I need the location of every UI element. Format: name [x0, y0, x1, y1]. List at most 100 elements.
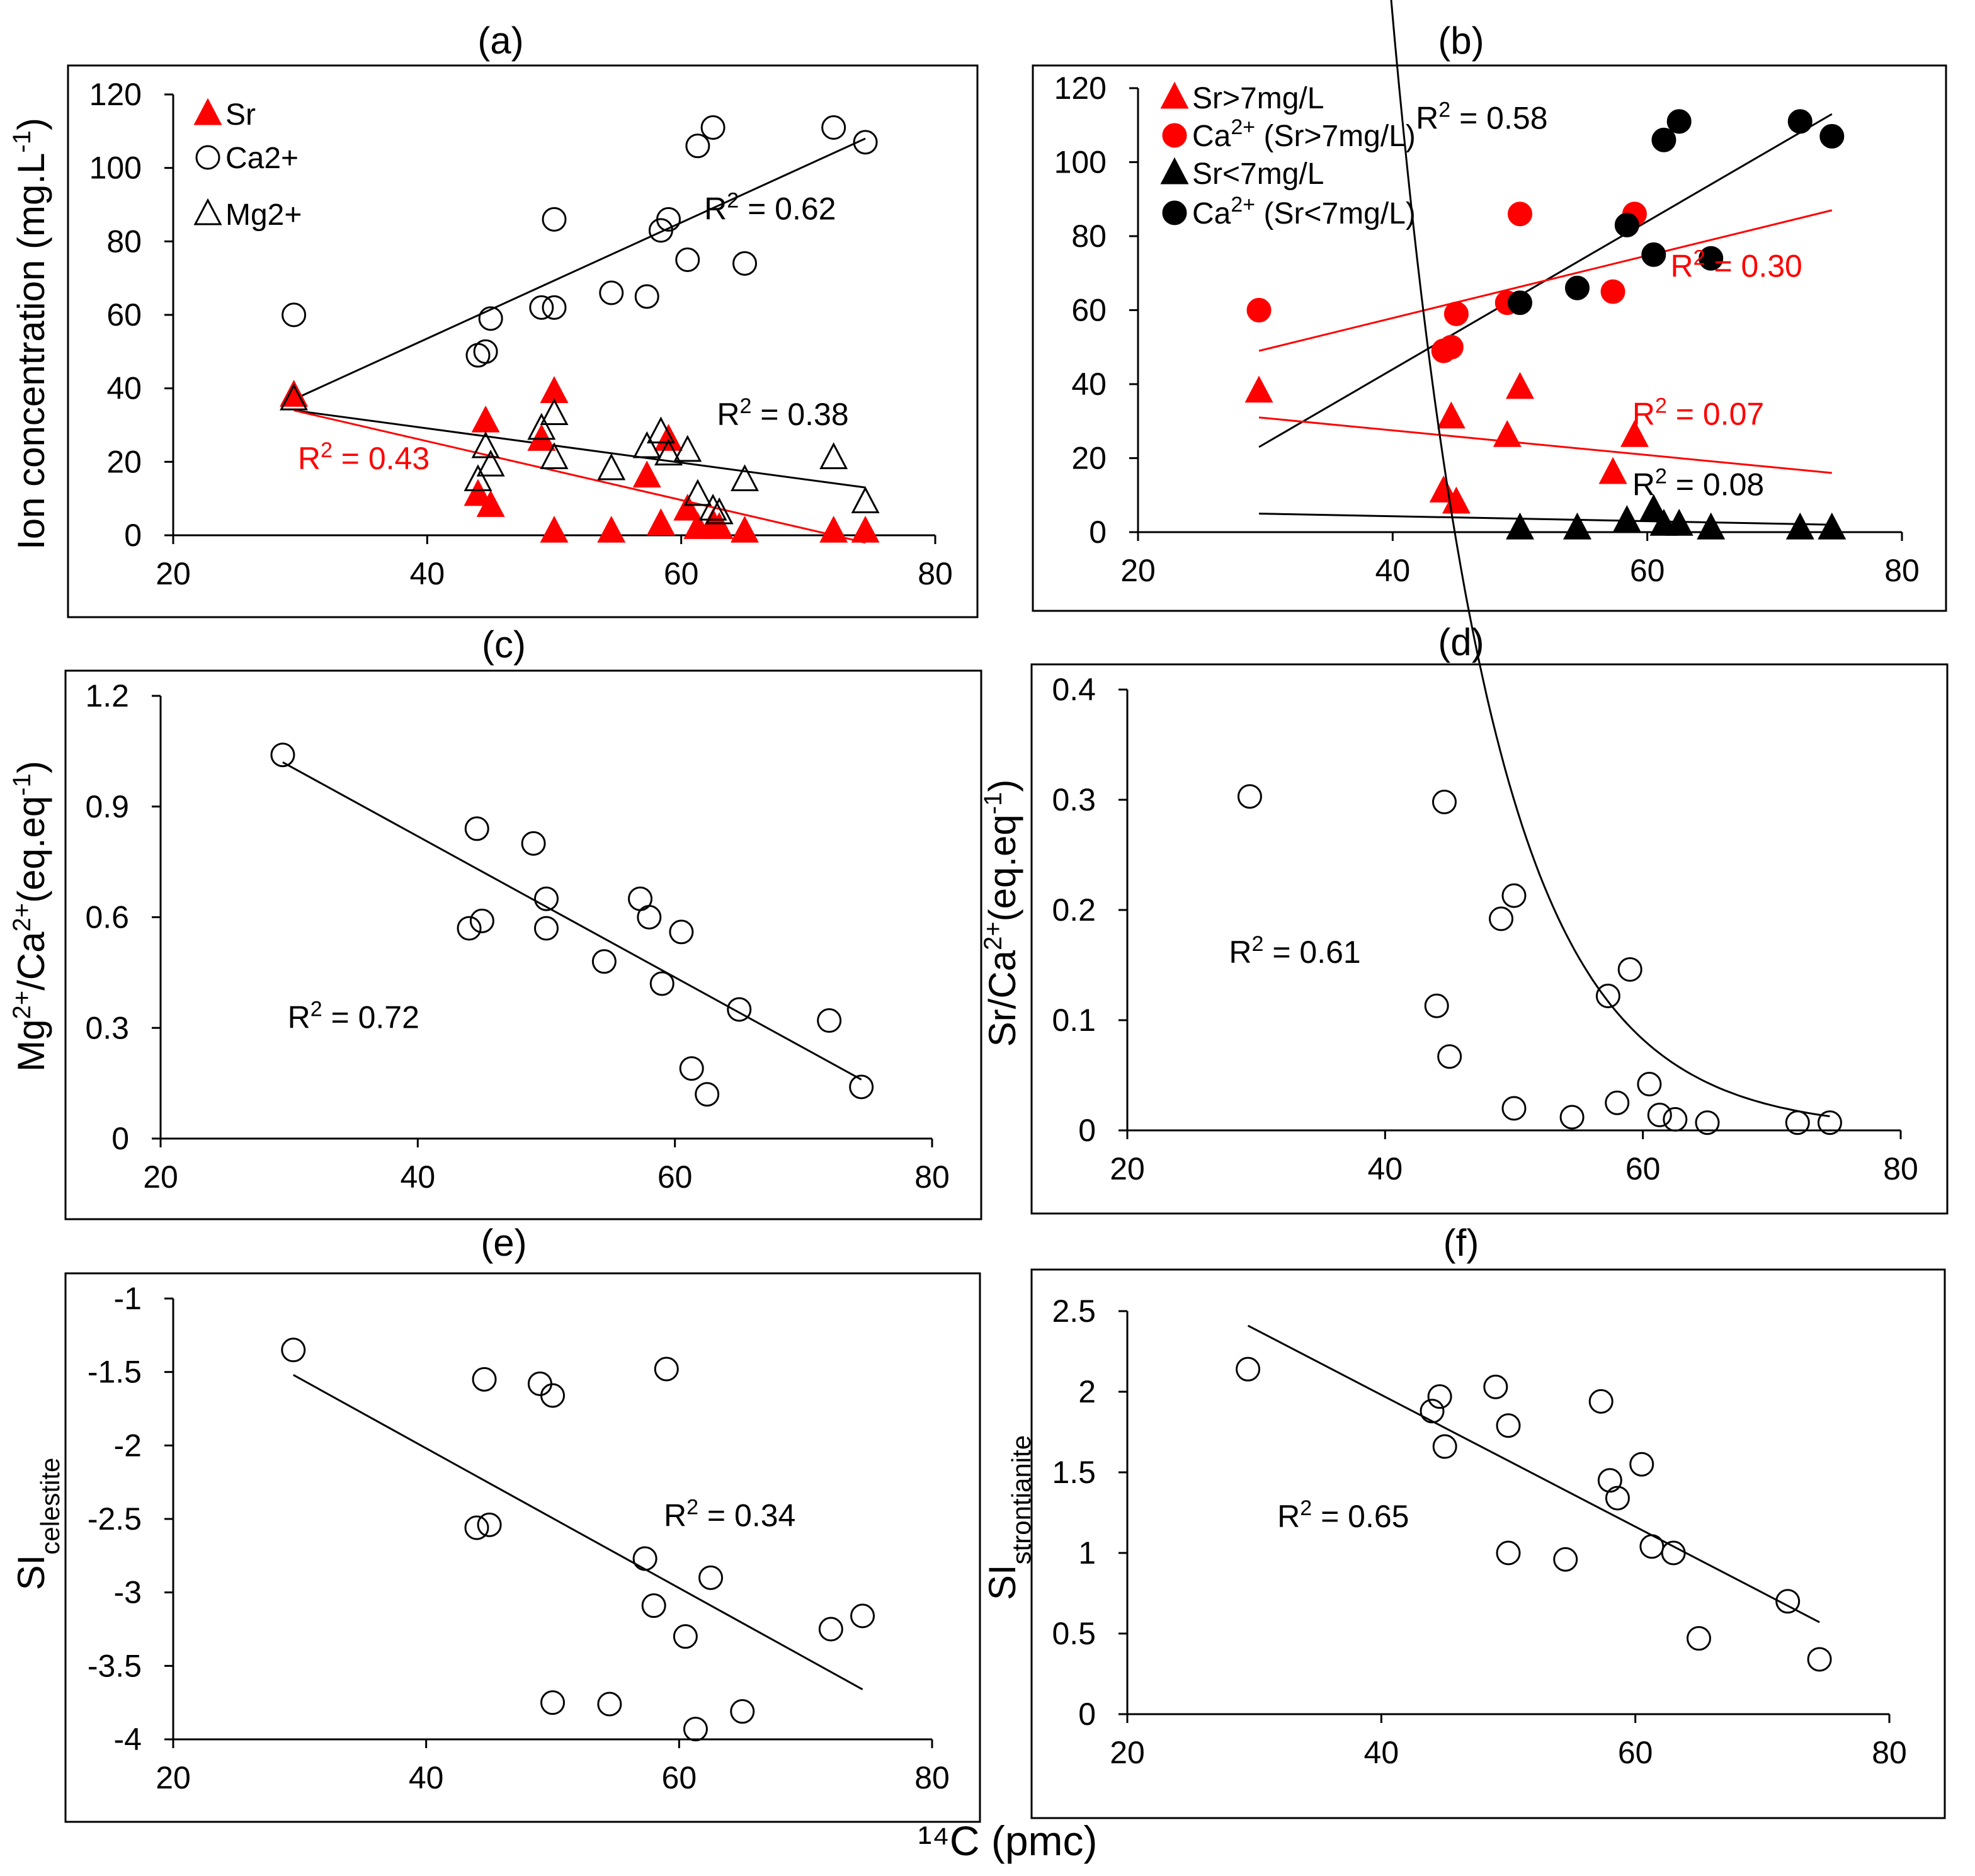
y-tick-label: 1.5: [1052, 1455, 1096, 1490]
data-point: [632, 460, 661, 488]
data-point: [1617, 957, 1642, 982]
x-tick-label: 80: [1872, 1735, 1907, 1770]
y-tick-label: -3: [114, 1575, 142, 1610]
data-point: [1807, 1647, 1832, 1672]
legend-marker: [1160, 157, 1189, 185]
data-point: [1600, 279, 1625, 304]
x-tick-label: 80: [1884, 553, 1920, 588]
y-axis-label: SIstrontianite: [981, 1435, 1036, 1600]
data-point: [853, 130, 878, 155]
y-tick-label: -1.5: [88, 1355, 142, 1390]
panel-title: (e): [481, 1222, 526, 1264]
data-point: [1437, 401, 1466, 429]
data-point: [540, 442, 569, 469]
data-point: [1597, 1468, 1622, 1493]
series-ca2-: [282, 115, 878, 368]
data-point: [1629, 1452, 1654, 1477]
data-point: [464, 464, 492, 491]
panel-frame: [1030, 663, 1949, 1215]
data-point: [534, 886, 559, 911]
x-tick-label: 20: [156, 1760, 191, 1795]
r-squared-label: R2 = 0.43: [298, 438, 430, 476]
data-point: [464, 1515, 489, 1540]
data-point: [1663, 1107, 1688, 1132]
y-tick-label: 120: [89, 77, 142, 112]
y-tick-label: 0: [1089, 514, 1107, 550]
panel-title: (f): [1443, 1222, 1479, 1264]
data-point: [1559, 1105, 1585, 1130]
legend-marker: [193, 98, 222, 125]
y-tick-label: 80: [1071, 219, 1107, 254]
data-point: [819, 515, 848, 543]
data-point: [282, 302, 307, 327]
data-point: [1506, 512, 1534, 540]
data-point: [1612, 505, 1641, 532]
y-tick-label: -1: [114, 1281, 142, 1316]
x-tick-label: 80: [918, 556, 953, 591]
x-tick-label: 60: [657, 1159, 693, 1195]
data-point: [698, 493, 727, 521]
data-point: [1432, 1434, 1457, 1459]
data-point: [1501, 1096, 1527, 1121]
legend-marker: [193, 198, 222, 225]
y-tick-label: 20: [1071, 441, 1107, 476]
data-point: [599, 280, 624, 305]
data-point: [632, 1546, 657, 1571]
y-tick-label: 0.3: [85, 1010, 129, 1045]
panel-f: (f) 20 40 60 80 0 0.5 1 1.5 2 2.5 SIstrontianite R2 …: [981, 1222, 1946, 1819]
data-point: [1438, 334, 1464, 360]
data-point: [540, 515, 569, 543]
panel-title: (b): [1438, 20, 1484, 62]
x-tick-label: 40: [401, 1159, 436, 1195]
data-point: [654, 424, 683, 451]
x-tick-label: 80: [1883, 1151, 1918, 1186]
data-point: [1431, 790, 1457, 814]
data-point: [1427, 1384, 1452, 1409]
trendline: [1259, 513, 1832, 526]
data-point: [1785, 512, 1814, 540]
series-data: [1236, 1356, 1832, 1672]
y-tick-label: 0: [124, 518, 142, 553]
data-point: [849, 1074, 874, 1100]
data-point: [673, 435, 702, 462]
data-point: [1598, 457, 1627, 484]
trendline: [293, 137, 866, 401]
data-point: [850, 1603, 875, 1629]
x-tick-label: 20: [1120, 553, 1156, 588]
trendline: [293, 1374, 863, 1690]
legend-label: Ca2+ (Sr>7mg/L): [1192, 115, 1416, 153]
data-point: [727, 997, 752, 1022]
trendline: [1247, 1324, 1820, 1623]
y-tick-label: 40: [106, 371, 142, 406]
data-point: [1647, 1103, 1672, 1127]
x-tick-label: 80: [914, 1760, 950, 1795]
y-tick-label: 0.4: [1052, 672, 1096, 707]
data-point: [1819, 123, 1845, 149]
data-point: [641, 1593, 666, 1618]
data-point: [819, 442, 848, 469]
data-point: [1605, 1486, 1630, 1511]
y-tick-label: 60: [1071, 293, 1107, 328]
y-tick-label: 2: [1078, 1374, 1096, 1409]
data-point: [1506, 372, 1534, 399]
panel-d: (d) 20 40 60 80 0 0.1 0.2 0.3 0.4 Sr/Ca2+(eq.eq-1)…: [979, 0, 1949, 1215]
series-data: [270, 742, 874, 1107]
data-point: [597, 453, 626, 480]
data-point: [1639, 494, 1668, 521]
y-tick-label: 0.6: [85, 900, 129, 935]
trendline: [293, 409, 866, 489]
y-tick-label: 20: [106, 444, 142, 479]
data-point: [464, 816, 489, 841]
data-point: [1483, 1374, 1508, 1399]
data-point: [1641, 242, 1666, 267]
r-squared-label: R2 = 0.30: [1671, 246, 1802, 284]
data-point: [464, 479, 492, 506]
data-point: [477, 1512, 502, 1537]
data-point: [1429, 475, 1458, 503]
data-point: [1237, 784, 1262, 809]
data-point: [654, 438, 683, 466]
r-squared-label: R2 = 0.61: [1229, 932, 1360, 970]
data-point: [817, 1008, 842, 1033]
data-point: [1236, 1356, 1261, 1382]
